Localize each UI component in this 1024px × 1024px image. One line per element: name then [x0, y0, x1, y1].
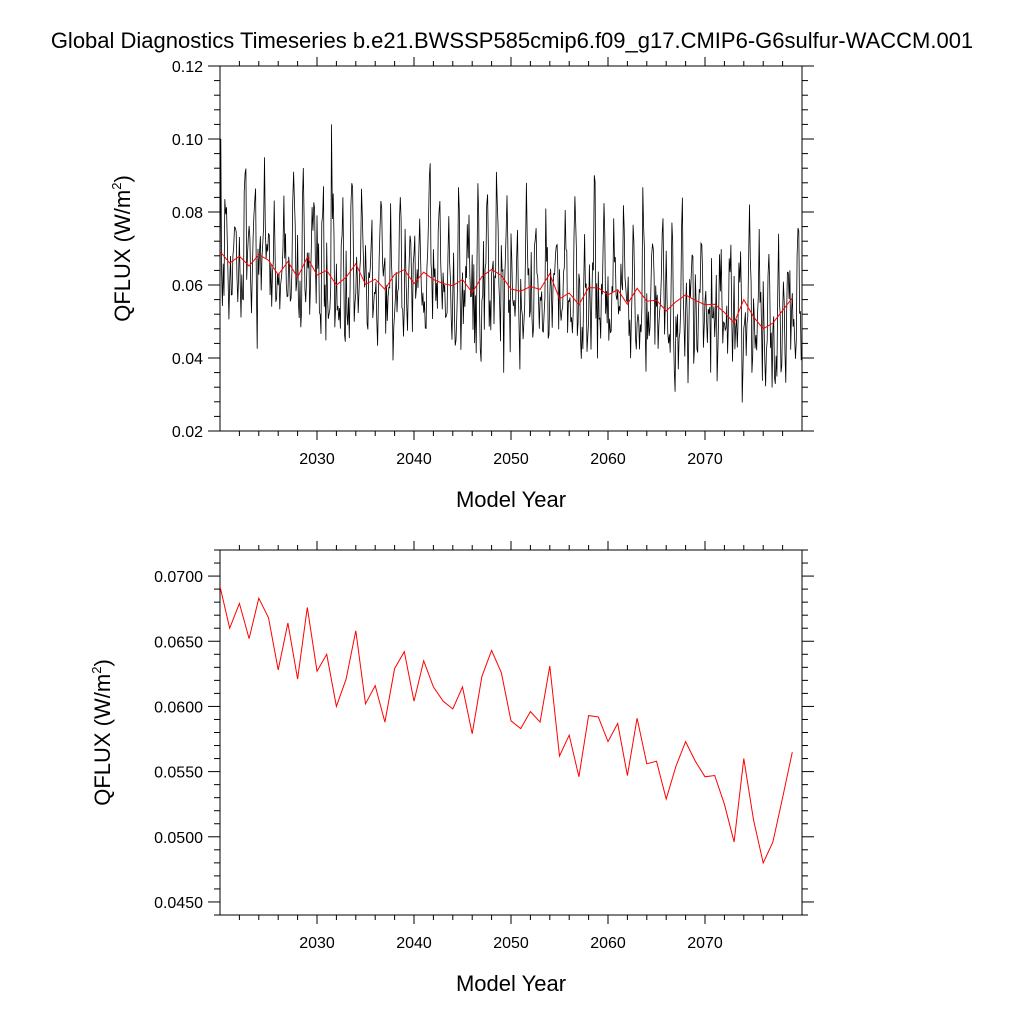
series-line-annual-bottom [220, 586, 793, 865]
y-axis-label-close: ) [110, 175, 135, 182]
x-tick-label: 2050 [493, 935, 529, 952]
plot-frame-bottom [219, 549, 803, 916]
y-tick-label: 0.12 [172, 59, 203, 76]
panel-bottom: 2030 2040 2050 2060 2070 0.0450 0.0500 0.0550 0.… [89, 541, 814, 996]
y-tick-label: 0.06 [172, 278, 203, 295]
x-axis-label: Model Year [456, 971, 566, 996]
y-axis-label-text: QFLUX (W/m [110, 190, 135, 322]
y-tick-label: 0.04 [172, 351, 203, 368]
y-tick-label: 0.0500 [154, 830, 203, 847]
y-tick-label: 0.08 [172, 205, 203, 222]
y-axis-label-superscript: 2 [89, 667, 104, 674]
x-tick-label: 2040 [396, 451, 432, 468]
y-tick-label: 0.0700 [154, 569, 203, 586]
x-axis-label: Model Year [456, 487, 566, 512]
y-tick-label: 0.0550 [154, 765, 203, 782]
series-line-annual-top [220, 251, 793, 330]
y-tick-label: 0.0450 [154, 895, 203, 912]
x-tick-label: 2070 [687, 451, 723, 468]
x-tick-label: 2030 [299, 451, 335, 468]
y-tick-label: 0.0600 [154, 699, 203, 716]
x-tick-label: 2060 [590, 935, 626, 952]
y-axis-label-close: ) [90, 659, 115, 666]
y-axis-label: QFLUX (W/m2) [89, 659, 115, 806]
x-tick-label: 2030 [299, 935, 335, 952]
series-line-monthly-top [220, 124, 802, 403]
y-tick-label: 0.02 [172, 424, 203, 441]
x-tick-label: 2060 [590, 451, 626, 468]
x-tick-label: 2050 [493, 451, 529, 468]
y-tick-label: 0.0650 [154, 634, 203, 651]
x-tick-label: 2040 [396, 935, 432, 952]
figure-title: Global Diagnostics Timeseries b.e21.BWSS… [50, 28, 974, 53]
y-axis-label: QFLUX (W/m2) [109, 175, 135, 322]
panel-top: 2030 2040 2050 2060 2070 0.02 0.04 0.06 0.08 0.10… [109, 57, 814, 512]
x-tick-label: 2070 [687, 935, 723, 952]
y-axis-label-superscript: 2 [109, 183, 124, 190]
y-tick-label: 0.10 [172, 132, 203, 149]
y-axis-label-text: QFLUX (W/m [90, 674, 115, 806]
